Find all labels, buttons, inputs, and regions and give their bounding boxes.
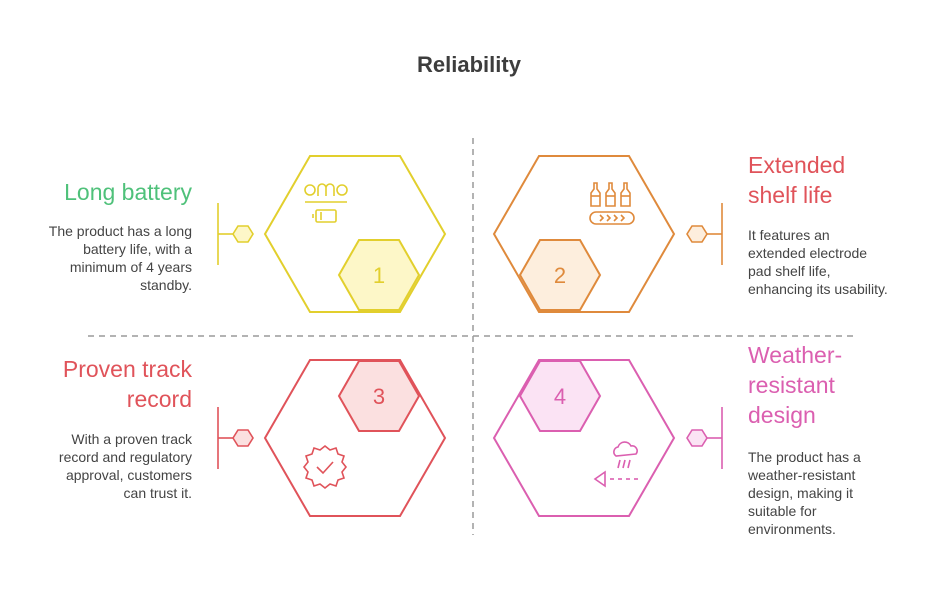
connector-hexagon-2	[686, 225, 708, 243]
connector-hexagon-4	[686, 429, 708, 447]
small-hexagon-2	[518, 239, 602, 311]
small-hexagon-4	[518, 360, 602, 432]
heading-extended-shelf-life: Extended shelf life	[748, 152, 846, 208]
heading-proven-track-record: Proven track record	[62, 356, 192, 412]
conveyor-bottles-icon	[589, 182, 635, 225]
large-hexagon-3	[263, 359, 447, 517]
small-hexagon-3	[337, 360, 421, 432]
large-hexagon-2	[492, 155, 676, 313]
battery-icon	[304, 183, 348, 223]
large-hexagon-1	[263, 155, 447, 313]
number-2: 2	[554, 263, 566, 288]
verified-badge-icon	[302, 444, 348, 490]
connector-hexagon-3	[232, 429, 254, 447]
quadrant-4: 4	[492, 359, 723, 517]
connector-hexagon-1	[232, 225, 254, 243]
heading-long-battery: Long battery	[64, 179, 192, 205]
large-hexagon-4	[492, 359, 676, 517]
description-extended-shelf-life: It features an extended electrode pad sh…	[748, 227, 888, 297]
number-4: 4	[554, 384, 566, 409]
quadrant-2: 2	[492, 155, 723, 313]
number-1: 1	[373, 263, 385, 288]
description-long-battery: The product has a long battery life, wit…	[48, 223, 192, 293]
small-hexagon-1	[337, 239, 421, 311]
number-3: 3	[373, 384, 385, 409]
diagram-title: Reliability	[417, 52, 521, 77]
quadrant-3: 3	[217, 359, 447, 517]
quadrant-1: 1	[217, 155, 447, 313]
description-proven-track-record: With a proven track record and regulator…	[58, 431, 192, 501]
description-weather-resistant-design: The product has a weather-resistant desi…	[748, 449, 861, 537]
heading-weather-resistant-design: Weather-resistant design	[748, 342, 843, 428]
weather-rain-icon	[593, 441, 638, 488]
